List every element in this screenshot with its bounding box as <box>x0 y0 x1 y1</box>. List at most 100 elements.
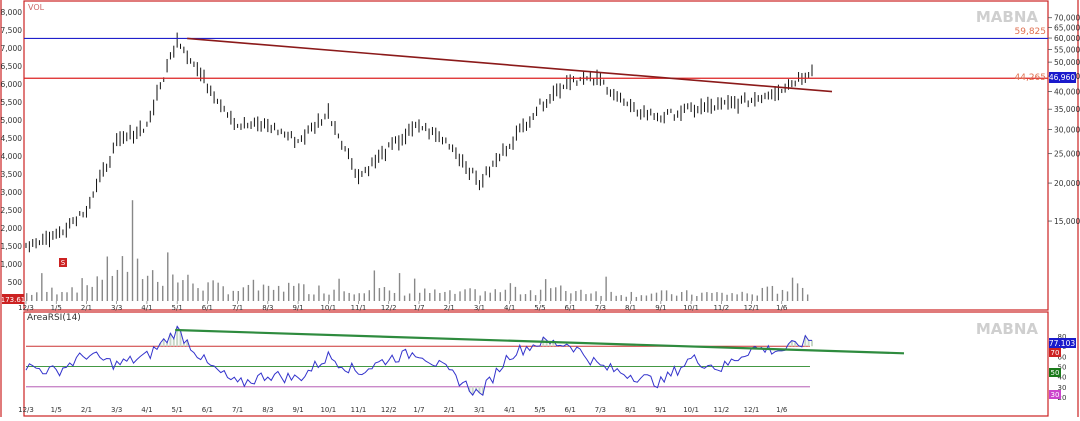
right-scale-label: 30,000 <box>1054 126 1080 135</box>
volume-bar <box>81 278 83 301</box>
right-scale-label: 35,000 <box>1054 105 1080 114</box>
rsi-x-axis-label: 3/3 <box>111 406 122 414</box>
right-scale-label: 60,000 <box>1054 34 1080 43</box>
volume-bars <box>26 200 809 301</box>
volume-bar <box>640 295 643 301</box>
volume-bar <box>403 295 406 301</box>
right-price-scale: 70,00065,00060,00055,00050,00045,00040,0… <box>1048 14 1080 226</box>
x-axis-label: 1/5 <box>51 304 62 312</box>
x-axis-label: 3/1 <box>474 304 485 312</box>
x-axis-label: 12/2 <box>381 304 397 312</box>
volume-bar <box>197 288 199 301</box>
volume-bar <box>801 287 804 301</box>
volume-bar <box>262 284 265 301</box>
volume-bar <box>665 290 668 301</box>
volume-bar <box>172 274 174 301</box>
volume-bar <box>106 256 109 301</box>
volume-bar <box>308 294 310 301</box>
rsi-x-axis-label: 8/3 <box>262 406 273 414</box>
volume-bar <box>635 296 638 301</box>
rsi-trendline <box>175 328 905 355</box>
x-axis-label: 12/3 <box>18 304 34 312</box>
volume-bar <box>550 288 552 301</box>
volume-bar <box>560 285 562 301</box>
volume-bar <box>761 287 764 301</box>
volume-bar <box>600 295 602 301</box>
volume-bar <box>348 292 350 301</box>
volume-bar <box>282 291 285 301</box>
last-price-text: 46,960 <box>1049 73 1075 82</box>
volume-bar <box>504 289 507 301</box>
rsi-x-axis-label: 9/1 <box>292 406 303 414</box>
x-axis-label: 2/1 <box>444 304 455 312</box>
x-axis-label: 5/1 <box>172 304 183 312</box>
volume-bar <box>343 291 345 301</box>
volume-bar <box>570 293 572 301</box>
volume-bar <box>595 291 597 301</box>
rsi-scale-label: 50 <box>1058 364 1067 372</box>
rsi-30-text: 30 <box>1051 391 1060 399</box>
volume-bar <box>167 252 169 301</box>
volume-bar <box>217 282 219 301</box>
volume-bar <box>76 292 78 301</box>
volume-bar <box>544 279 547 301</box>
rsi-x-axis-label: 3/1 <box>474 406 485 414</box>
volume-bar <box>378 288 381 301</box>
volume-bar <box>177 282 179 301</box>
volume-bar <box>91 286 93 301</box>
volume-bar <box>26 293 28 301</box>
volume-bar <box>227 294 229 301</box>
volume-bar <box>706 292 708 301</box>
rsi-series <box>25 325 905 397</box>
volume-bar <box>162 285 164 301</box>
rsi-scale-label: 60 <box>1058 353 1067 361</box>
volume-bar <box>580 289 582 301</box>
volume-bar <box>338 278 340 301</box>
volume-bar <box>242 287 245 301</box>
left-price-scale: 8,000 7,500 7,000 6,500 6,000 5,500 5,000 4,500… <box>1 8 23 287</box>
volume-bar <box>187 274 189 301</box>
volume-bar <box>373 270 376 301</box>
left-scale-label: 1,000 <box>1 260 23 269</box>
volume-bar <box>675 295 678 301</box>
level-high-label: 59,825 <box>1015 27 1047 37</box>
volume-bar <box>61 292 63 301</box>
rsi-70-badge: 70 <box>1049 348 1061 357</box>
volume-bar <box>731 293 733 301</box>
volume-bar <box>615 295 617 301</box>
volume-bar <box>726 294 728 301</box>
x-axis-label: 12/1 <box>744 304 760 312</box>
volume-bar <box>484 291 486 301</box>
volume-bar <box>610 291 612 301</box>
volume-bar <box>237 291 240 301</box>
rsi-x-axis-label: 11/1 <box>351 406 367 414</box>
right-scale-label: 65,000 <box>1054 24 1080 33</box>
rsi-panel-frame <box>23 311 1049 417</box>
volume-bar <box>464 289 466 301</box>
volume-bar <box>388 290 391 301</box>
rsi-x-axis-label: 2/1 <box>444 406 455 414</box>
volume-bar <box>333 289 335 301</box>
left-scale-label: 1,500 <box>1 242 23 251</box>
volume-bar <box>605 276 607 301</box>
volume-bar <box>328 294 330 301</box>
x-axis-label: 4/1 <box>504 304 515 312</box>
rsi-x-axis-label: 2/1 <box>81 406 92 414</box>
volume-bar <box>786 291 789 301</box>
volume-bar <box>655 292 658 301</box>
rsi-x-axis-label: 8/1 <box>625 406 636 414</box>
right-scale-label: 50,000 <box>1054 58 1080 67</box>
x-axis-label: 9/1 <box>292 304 303 312</box>
volume-bar <box>277 285 280 301</box>
volume-bar <box>353 294 355 301</box>
x-axis-label: 8/3 <box>262 304 273 312</box>
volume-bar <box>539 289 542 301</box>
left-scale-label: 2,500 <box>1 206 23 215</box>
split-marker: S <box>59 258 67 267</box>
volume-bar <box>131 200 134 301</box>
x-axis-label: 8/1 <box>625 304 636 312</box>
volume-bar <box>96 276 98 301</box>
left-scale-label: 6,000 <box>1 80 23 89</box>
x-axis-label: 11/2 <box>713 304 729 312</box>
